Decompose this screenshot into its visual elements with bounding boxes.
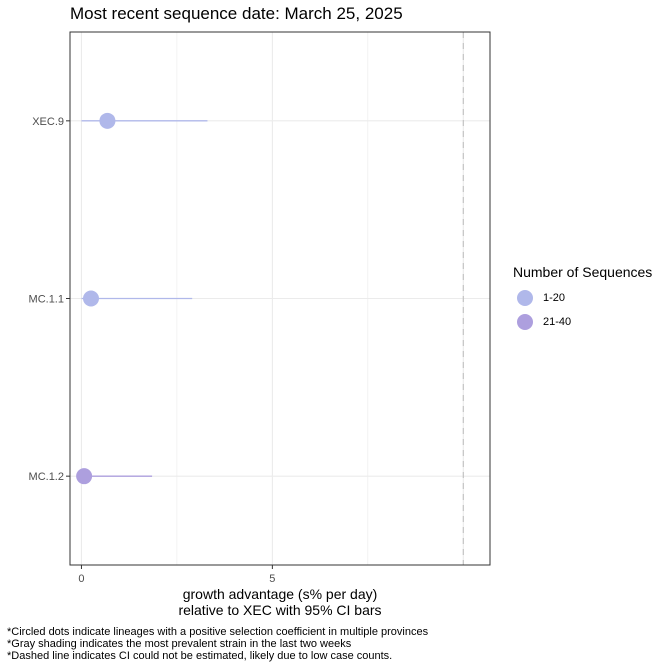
legend-key-1-20: [517, 290, 533, 306]
point-XEC.9: [99, 112, 116, 129]
x-axis-label: growth advantage (s% per day) relative t…: [70, 586, 490, 618]
legend-label: 21-40: [543, 316, 572, 328]
x-axis-label-line2: relative to XEC with 95% CI bars: [178, 602, 382, 618]
x-axis-label-line1: growth advantage (s% per day): [182, 586, 378, 602]
footnote: *Circled dots indicate lineages with a p…: [7, 626, 429, 638]
footnotes: *Circled dots indicate lineages with a p…: [7, 626, 428, 662]
chart-title: Most recent sequence date: March 25, 202…: [70, 4, 403, 23]
y-tick-label: MC.1.2: [29, 471, 64, 483]
legend-key-21-40: [517, 314, 533, 330]
point-MC.1.2: [76, 468, 93, 485]
point-MC.1.1: [83, 290, 99, 307]
footnote: *Gray shading indicates the most prevale…: [7, 638, 352, 650]
x-tick-label: 0: [78, 573, 84, 585]
x-tick-label: 5: [269, 573, 275, 585]
legend-title: Number of Sequences: [513, 264, 653, 280]
footnote: *Dashed line indicates CI could not be e…: [7, 650, 393, 662]
legend: Number of Sequences 1-20 21-40: [513, 264, 653, 330]
y-tick-label: XEC.9: [32, 116, 64, 128]
y-tick-label: MC.1.1: [29, 294, 64, 306]
axes: XEC.9 MC.1.1 MC.1.2 0 5: [29, 116, 276, 585]
data-marks: [76, 32, 464, 565]
legend-label: 1-20: [543, 292, 566, 304]
